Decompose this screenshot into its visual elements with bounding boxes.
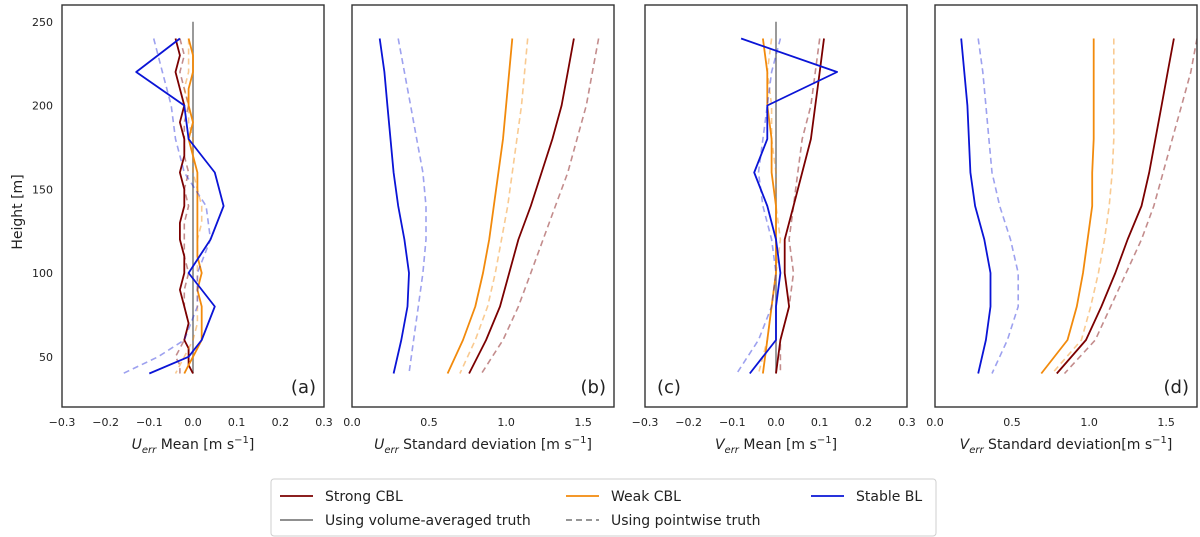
x-tick-label: 0.2 xyxy=(855,416,873,429)
axes-frame xyxy=(61,4,325,408)
series-line-1 xyxy=(174,38,190,374)
x-tick-label: −0.2 xyxy=(675,416,702,429)
x-tick-label: 0.0 xyxy=(926,416,944,429)
series-line-1 xyxy=(480,38,600,374)
panel-3: 0.0 0.5 1.0 1.5 Verr Standard deviation[m s−… xyxy=(926,4,1198,456)
series-line-0 xyxy=(468,38,575,374)
x-tick-label: 0.3 xyxy=(898,416,916,429)
x-tick-label: 0.5 xyxy=(1003,416,1021,429)
legend-item: Weak CBL xyxy=(566,489,681,505)
y-axis-label: Height [m] xyxy=(10,174,26,249)
panel-letter: (a) xyxy=(291,377,316,398)
legend-item: Strong CBL xyxy=(280,489,403,505)
x-axis-label: Uerr Standard deviation [m s−1] xyxy=(374,435,592,456)
series-line-0 xyxy=(1056,38,1175,375)
legend-item: Using pointwise truth xyxy=(566,513,761,529)
y-tick-label: 250 xyxy=(32,16,53,29)
legend-label: Stable BL xyxy=(856,489,922,505)
panel-letter: (b) xyxy=(581,377,606,398)
series-line-5 xyxy=(122,38,212,375)
x-tick-label: 0.1 xyxy=(811,416,829,429)
series-line-1 xyxy=(1063,38,1197,375)
series-line-3 xyxy=(459,38,529,374)
x-tick-label: 0.2 xyxy=(272,416,290,429)
x-tick-label: 1.5 xyxy=(574,416,592,429)
legend-item: Stable BL xyxy=(811,489,922,505)
series-line-4 xyxy=(135,37,225,375)
x-tick-label: 0.0 xyxy=(343,416,361,429)
legend-label: Strong CBL xyxy=(325,489,403,505)
x-tick-label: −0.3 xyxy=(49,416,76,429)
series-line-2 xyxy=(1040,38,1095,375)
legend-label: Weak CBL xyxy=(611,489,681,505)
series-line-3 xyxy=(757,38,782,374)
series-line-5 xyxy=(736,38,782,374)
series-line-0 xyxy=(174,38,194,374)
series-line-2 xyxy=(762,38,777,374)
x-tick-label: −0.2 xyxy=(92,416,119,429)
y-tick-label: 200 xyxy=(32,100,53,113)
series-line-5 xyxy=(977,38,1020,374)
series-line-4 xyxy=(960,38,992,374)
series-line-4 xyxy=(378,38,410,374)
axes-frame xyxy=(351,4,615,408)
x-tick-label: 0.5 xyxy=(420,416,438,429)
x-axis-label: Uerr Mean [m s−1] xyxy=(132,435,255,456)
panel-1: 0.0 0.5 1.0 1.5 Uerr Standard deviation [m s… xyxy=(343,4,615,456)
x-tick-label: 0.3 xyxy=(315,416,333,429)
panel-letter: (c) xyxy=(657,377,681,398)
y-tick-label: 50 xyxy=(39,351,53,364)
legend-label: Using pointwise truth xyxy=(611,513,761,529)
x-tick-label: 1.0 xyxy=(497,416,515,429)
x-axis-label: Verr Standard deviation[m s−1] xyxy=(960,435,1173,456)
panel-2: −0.3 −0.2 −0.1 0.0 0.1 0.2 0.3 Verr Mean [m s−1… xyxy=(632,4,916,456)
legend-label: Using volume-averaged truth xyxy=(325,513,531,529)
axes-frame xyxy=(934,4,1198,408)
panel-letter: (d) xyxy=(1164,377,1189,398)
legend-frame xyxy=(270,478,937,537)
x-tick-label: 0.0 xyxy=(767,416,785,429)
series-line-5 xyxy=(397,38,427,374)
series-line-0 xyxy=(775,38,825,374)
x-tick-label: −0.3 xyxy=(632,416,659,429)
series-line-2 xyxy=(446,38,514,374)
x-tick-label: 1.0 xyxy=(1080,416,1098,429)
x-tick-label: −0.1 xyxy=(719,416,746,429)
panels: −0.3 −0.2 −0.1 0.0 0.1 0.2 0.3 50 100 150 200 250 Ue… xyxy=(32,4,1198,456)
x-tick-label: 1.5 xyxy=(1157,416,1175,429)
series-line-3 xyxy=(1051,38,1115,375)
y-tick-label: 100 xyxy=(32,267,53,280)
series-line-1 xyxy=(779,38,821,374)
panel-0: −0.3 −0.2 −0.1 0.0 0.1 0.2 0.3 50 100 150 200 250 Ue… xyxy=(32,4,333,456)
legend-item: Using volume-averaged truth xyxy=(280,513,531,529)
x-tick-label: 0.0 xyxy=(184,416,202,429)
x-axis-label: Verr Mean [m s−1] xyxy=(715,435,837,456)
legend: Strong CBL Using volume-averaged truth Wea… xyxy=(270,478,937,537)
series-line-4 xyxy=(740,37,838,375)
x-tick-label: 0.1 xyxy=(228,416,246,429)
series-line-3 xyxy=(174,38,203,374)
x-tick-label: −0.1 xyxy=(136,416,163,429)
y-tick-label: 150 xyxy=(32,183,53,196)
axes-frame xyxy=(644,4,908,408)
